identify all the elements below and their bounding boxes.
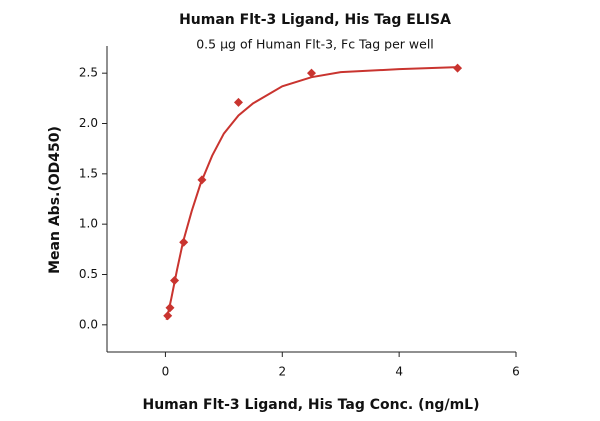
data-point [307,68,316,78]
data-point [233,97,243,107]
data-point [179,237,189,247]
data-point [453,63,463,73]
x-tick-label: 0 [162,365,170,379]
data-point [163,311,173,321]
y-axis-label: Mean Abs.(OD450) [47,126,63,274]
data-point [170,276,180,286]
x-tick-label: 4 [395,365,403,379]
x-axis-label: Human Flt-3 Ligand, His Tag Conc. (ng/mL… [143,397,480,413]
fit-curve [165,66,458,321]
y-tick-label: 0.5 [79,267,98,281]
x-tick-label: 6 [512,365,520,379]
data-point [165,303,175,313]
y-tick-label: 1.5 [79,166,98,180]
y-tick-label: 2.0 [79,116,98,130]
chart-title: Human Flt-3 Ligand, His Tag ELISA [179,12,451,28]
y-tick-label: 1.0 [79,217,98,231]
y-tick-label: 2.5 [79,66,98,80]
x-tick-label: 2 [278,365,286,379]
data-point [197,175,207,185]
chart-subtitle: 0.5 μg of Human Flt-3, Fc Tag per well [196,37,434,52]
y-tick-label: 0.0 [79,317,98,331]
